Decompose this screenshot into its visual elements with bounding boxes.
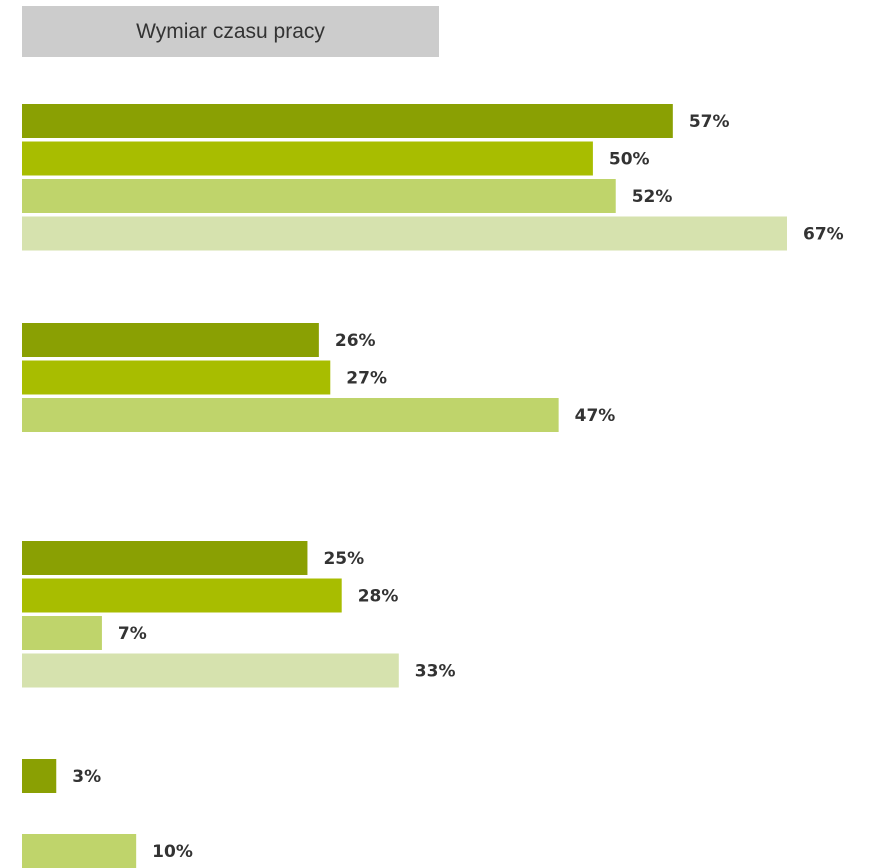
bar-value-label: 27% <box>346 369 387 389</box>
bar-g1-1 <box>22 104 673 138</box>
bar-value-label: 33% <box>415 662 456 682</box>
bar-g4-1 <box>22 759 57 793</box>
bar-value-label: 25% <box>323 549 364 569</box>
bar-g2-2 <box>22 360 331 395</box>
bar-value-label: 28% <box>358 587 399 607</box>
bar-g3-1 <box>22 541 308 575</box>
bar-g1-4 <box>22 216 787 251</box>
bar-value-label: 10% <box>152 842 193 862</box>
bar-g3-4 <box>22 653 399 688</box>
bar-g2-3 <box>22 398 559 432</box>
bar-g2-1 <box>22 323 319 357</box>
bar-g1-3 <box>22 179 616 213</box>
bar-value-label: 3% <box>72 767 101 787</box>
bar-g5-1 <box>22 834 137 868</box>
bar-g1-2 <box>22 141 593 176</box>
bar-value-label: 52% <box>632 187 673 207</box>
chart-title: Wymiar czasu pracy <box>22 6 439 57</box>
bar-value-label: 50% <box>609 150 650 170</box>
bar-g3-3 <box>22 616 102 650</box>
bar-g3-2 <box>22 578 342 613</box>
bar-value-label: 57% <box>689 112 730 132</box>
bar-value-label: 7% <box>118 624 147 644</box>
bar-value-label: 47% <box>575 406 616 426</box>
bar-value-label: 67% <box>803 225 844 245</box>
bar-value-label: 26% <box>335 331 376 351</box>
